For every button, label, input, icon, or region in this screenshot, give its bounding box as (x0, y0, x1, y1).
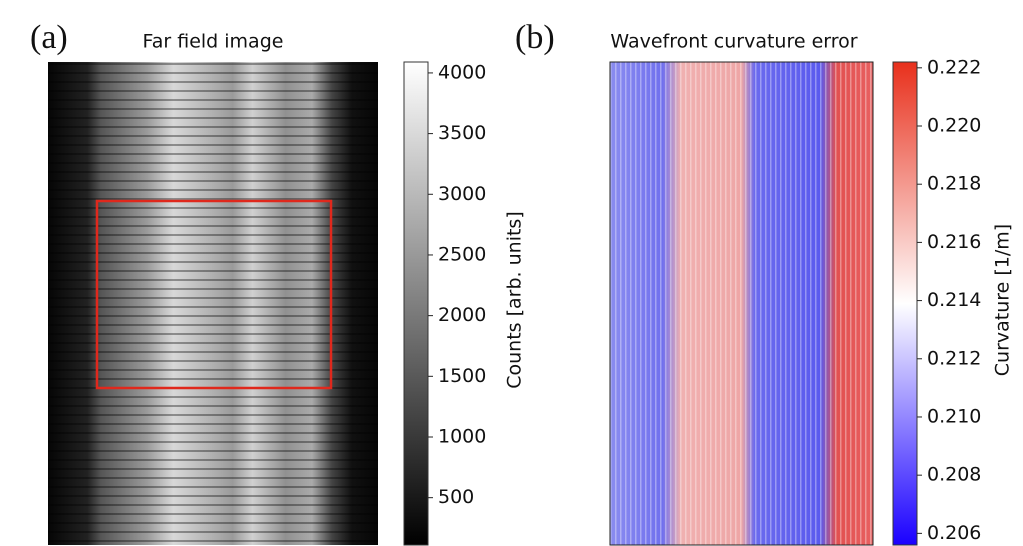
roi-box (95, 199, 333, 390)
colorbar-tick-label: 1000 (438, 425, 486, 447)
colorbar-tick-label: 0.210 (927, 405, 981, 427)
colorbar-tick-label: 4000 (438, 61, 486, 83)
colorbar-tick-label: 0.214 (927, 289, 981, 311)
colorbar (892, 61, 918, 546)
colorbar-label: Curvature [1/m] (992, 224, 1014, 376)
colorbar-tick-label: 1500 (438, 365, 486, 387)
colorbar-tick-label: 500 (438, 486, 474, 508)
colorbar-tick-label: 0.222 (927, 56, 981, 78)
panel-title: Far field image (143, 31, 284, 53)
colorbar-label: Counts [arb. units] (504, 211, 526, 389)
colorbar-tick-label: 2000 (438, 304, 486, 326)
colorbar-tick-label: 2500 (438, 243, 486, 265)
colorbar-tick-label: 0.212 (927, 347, 981, 369)
colorbar (403, 61, 429, 546)
panel-title: Wavefront curvature error (610, 31, 857, 53)
image-a-texture (48, 62, 378, 545)
panel-label: (a) (30, 19, 68, 56)
colorbar-tick-label: 3000 (438, 183, 486, 205)
colorbar-tick-label: 3500 (438, 122, 486, 144)
colorbar-tick-label: 0.216 (927, 231, 981, 253)
colorbar-tick-label: 0.206 (927, 522, 981, 544)
colorbar-tick-label: 0.220 (927, 115, 981, 137)
image-b-frame (609, 61, 874, 546)
colorbar-tick-label: 0.208 (927, 464, 981, 486)
panel-label: (b) (515, 19, 555, 56)
image-b-texture (610, 62, 873, 545)
colorbar-tick-label: 0.218 (927, 173, 981, 195)
